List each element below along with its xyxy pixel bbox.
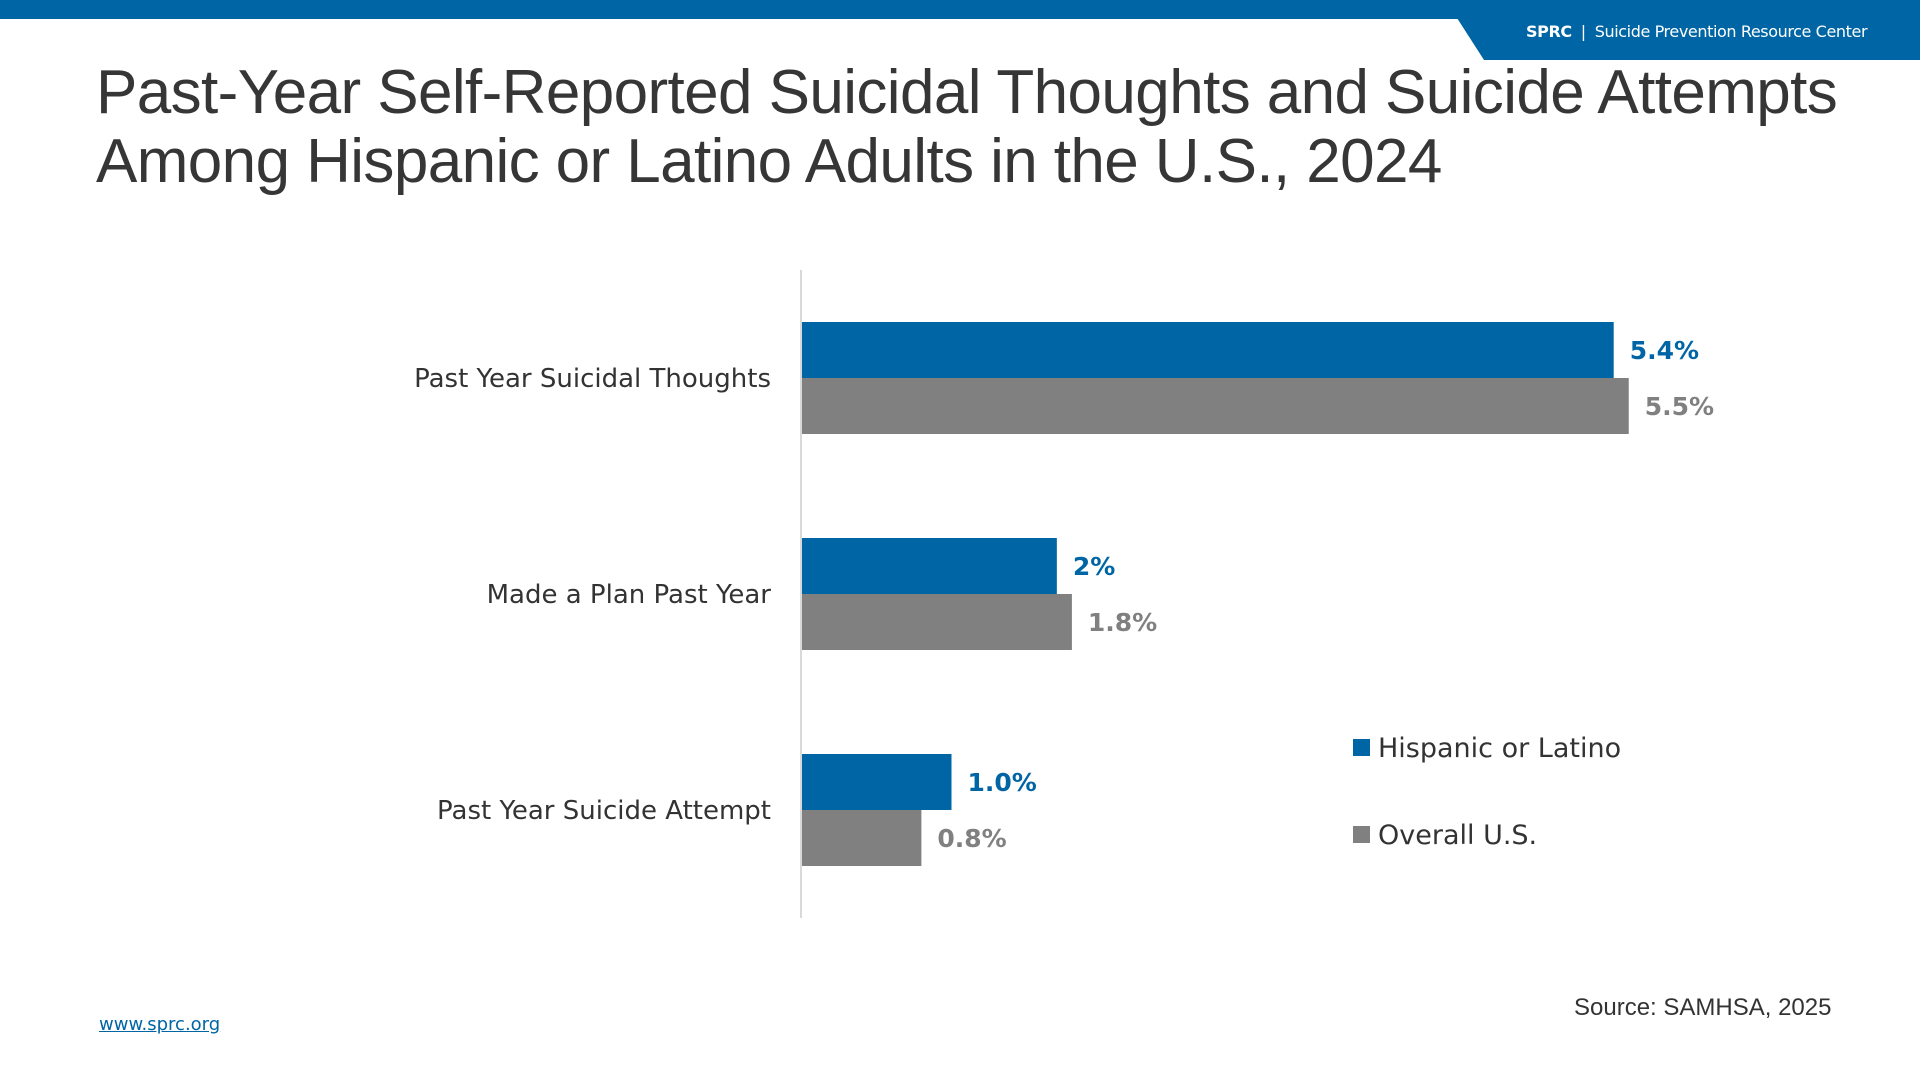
data-label: 2% [1073, 552, 1115, 581]
brand-tab [1457, 18, 1920, 60]
bar-hispanic-1 [801, 538, 1057, 594]
bar-overall-1 [801, 594, 1072, 650]
legend-swatch-hispanic [1353, 739, 1370, 756]
category-label: Past Year Suicidal Thoughts [414, 364, 771, 394]
source-citation: Source: SAMHSA, 2025 [1574, 994, 1832, 1021]
data-label: 1.0% [968, 768, 1037, 797]
bar-hispanic-0 [801, 322, 1614, 378]
legend-label: Overall U.S. [1378, 820, 1537, 851]
title-line-1: Past-Year Self-Reported Suicidal Thought… [96, 58, 1838, 127]
brand-logo: SPRC | Suicide Prevention Resource Center [1526, 20, 1868, 44]
bar-overall-2 [801, 810, 922, 866]
legend-swatch-overall [1353, 826, 1370, 843]
data-label: 1.8% [1088, 608, 1157, 637]
category-label: Made a Plan Past Year [487, 580, 772, 610]
category-label: Past Year Suicide Attempt [437, 796, 771, 826]
data-label: 5.4% [1630, 336, 1699, 365]
brand-short: SPRC [1526, 22, 1572, 41]
bar-hispanic-2 [801, 754, 952, 810]
legend-label: Hispanic or Latino [1378, 733, 1621, 764]
bar-overall-0 [801, 378, 1629, 434]
header-bar [0, 0, 1920, 19]
data-label: 0.8% [937, 824, 1006, 853]
brand-separator: | [1580, 22, 1586, 41]
data-label: 5.5% [1645, 392, 1714, 421]
website-link[interactable]: www.sprc.org [99, 1014, 221, 1035]
page-title: Past-Year Self-Reported Suicidal Thought… [96, 58, 1856, 196]
title-line-2: Among Hispanic or Latino Adults in the U… [96, 127, 1442, 196]
brand-full: Suicide Prevention Resource Center [1594, 22, 1868, 41]
